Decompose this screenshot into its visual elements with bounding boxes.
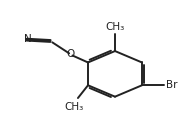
Text: N: N bbox=[24, 34, 31, 44]
Text: Br: Br bbox=[166, 80, 178, 90]
Text: CH₃: CH₃ bbox=[65, 102, 84, 112]
Text: O: O bbox=[66, 49, 75, 59]
Text: CH₃: CH₃ bbox=[105, 22, 125, 32]
